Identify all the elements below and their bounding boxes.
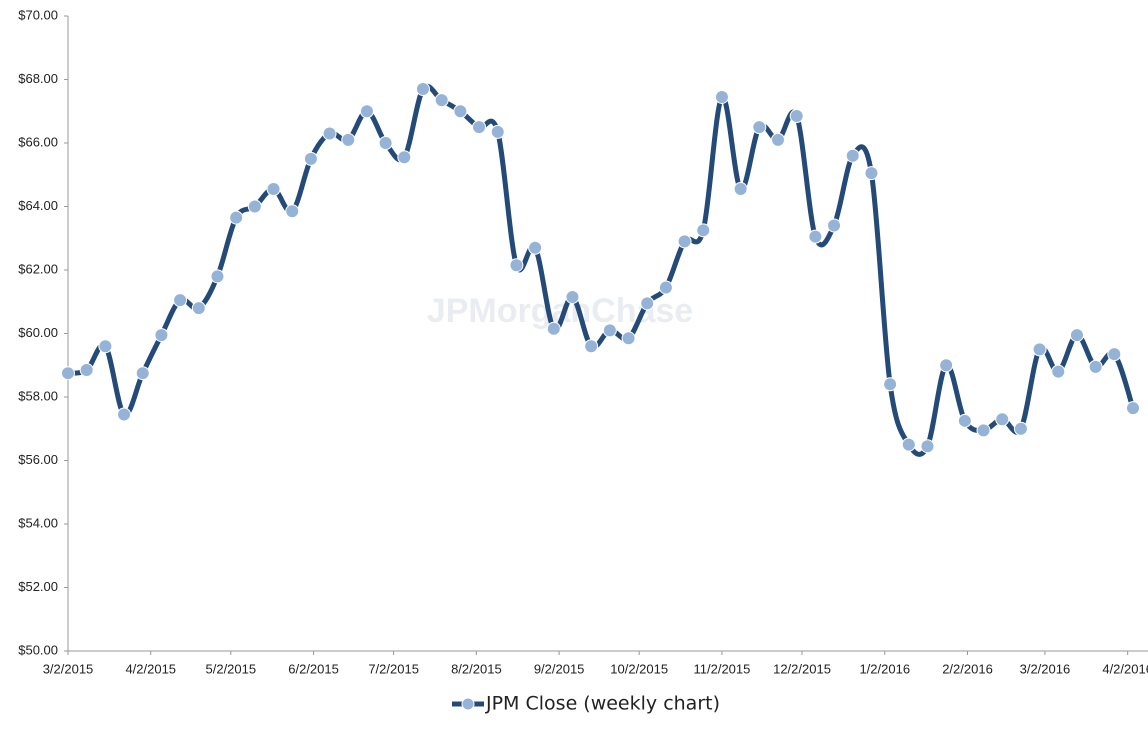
marker	[621, 331, 636, 346]
marker	[901, 437, 916, 452]
marker	[939, 358, 954, 373]
marker	[883, 377, 898, 392]
marker	[453, 104, 468, 119]
marker	[359, 104, 374, 119]
legend-marker	[461, 697, 475, 711]
x-tick-label: 12/2/2015	[773, 661, 831, 676]
marker	[79, 363, 94, 378]
marker	[266, 182, 281, 197]
marker	[322, 126, 337, 141]
marker	[845, 148, 860, 163]
marker	[490, 124, 505, 139]
marker	[1032, 342, 1047, 357]
marker	[1013, 421, 1028, 436]
marker	[864, 166, 879, 181]
marker	[714, 89, 729, 104]
y-tick-label: $66.00	[18, 134, 58, 149]
line	[67, 83, 1136, 457]
x-tick-label: 7/2/2015	[368, 661, 419, 676]
x-tick-label: 5/2/2015	[206, 661, 257, 676]
x-tick-label: 11/2/2015	[694, 661, 751, 676]
marker	[135, 366, 150, 381]
x-tick-label: 10/2/2015	[610, 661, 668, 676]
y-tick-label: $52.00	[18, 579, 58, 594]
legend-label: JPM Close (weekly chart)	[485, 693, 720, 715]
marker	[1069, 328, 1084, 343]
marker	[696, 223, 711, 238]
marker	[565, 289, 580, 304]
marker	[303, 151, 318, 166]
y-tick-label: $58.00	[18, 388, 58, 403]
marker	[173, 293, 188, 308]
marker	[995, 412, 1010, 427]
marker	[416, 82, 430, 97]
marker	[285, 204, 300, 219]
x-tick-label: 9/2/2015	[534, 661, 585, 676]
marker	[1107, 347, 1122, 362]
marker	[472, 120, 487, 135]
marker	[434, 93, 449, 108]
marker	[1088, 359, 1103, 374]
y-tick-label: $64.00	[18, 198, 58, 213]
y-tick-label: $70.00	[18, 7, 58, 22]
x-tick-label: 3/2/2016	[1020, 661, 1071, 676]
marker	[546, 321, 561, 336]
marker	[210, 269, 225, 284]
marker	[509, 258, 524, 273]
x-tick-label: 4/2/2015	[125, 661, 176, 676]
marker	[528, 240, 543, 255]
y-tick-label: $50.00	[18, 642, 58, 657]
marker	[247, 199, 262, 214]
marker	[229, 210, 244, 225]
marker	[733, 182, 748, 197]
marker	[827, 218, 842, 233]
marker	[602, 323, 617, 338]
marker	[397, 150, 412, 165]
y-tick-label: $56.00	[18, 452, 58, 467]
marker	[789, 109, 804, 124]
y-tick-label: $60.00	[18, 325, 58, 340]
marker	[640, 296, 655, 311]
marker	[61, 366, 75, 381]
marker	[1051, 364, 1066, 379]
legend: JPM Close (weekly chart)	[452, 693, 720, 715]
marker	[808, 229, 823, 244]
marker	[658, 280, 673, 295]
marker	[752, 120, 767, 135]
marker	[771, 132, 785, 147]
marker	[976, 423, 991, 438]
marker	[920, 439, 935, 454]
marker	[191, 301, 206, 316]
x-tick-label: 4/2/2016	[1102, 661, 1148, 676]
x-tick-label: 8/2/2015	[451, 661, 502, 676]
marker	[1126, 401, 1140, 416]
x-tick-label: 3/2/2015	[43, 661, 94, 676]
marker	[378, 136, 393, 150]
y-tick-label: $62.00	[18, 261, 58, 276]
marker	[154, 328, 169, 343]
x-tick-label: 1/2/2016	[859, 661, 910, 676]
x-tick-label: 6/2/2015	[288, 661, 339, 676]
y-tick-label: $54.00	[18, 515, 58, 530]
marker	[98, 339, 113, 354]
x-tick-label: 2/2/2016	[942, 661, 993, 676]
marker	[341, 132, 356, 147]
marker	[957, 413, 972, 428]
y-tick-label: $68.00	[18, 71, 58, 86]
marker	[677, 234, 692, 249]
marker	[584, 339, 599, 354]
marker	[117, 407, 132, 422]
